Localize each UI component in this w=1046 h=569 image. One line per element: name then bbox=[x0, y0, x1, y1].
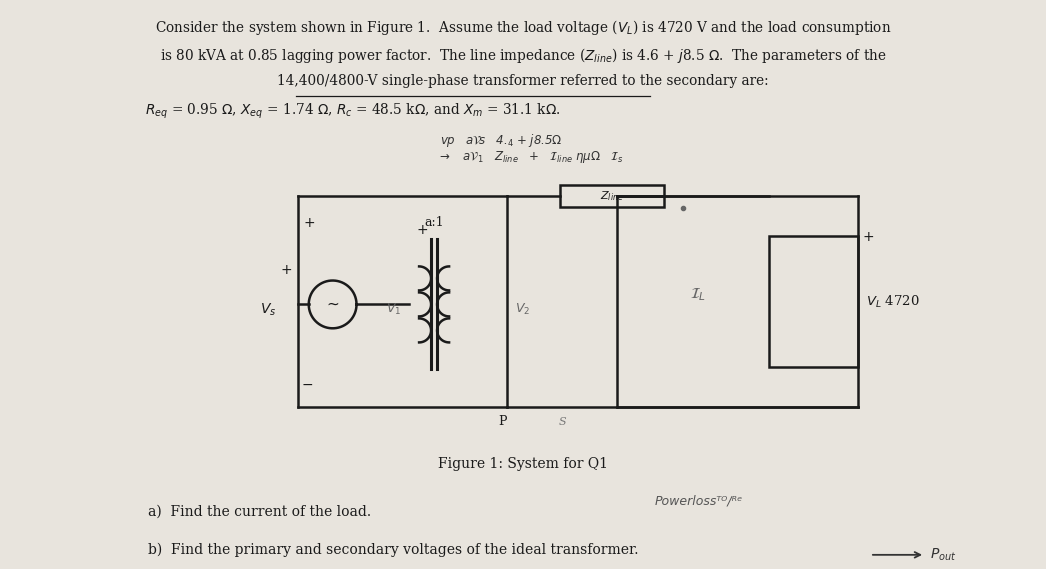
Text: S: S bbox=[559, 417, 566, 427]
Text: +: + bbox=[863, 230, 874, 244]
Text: ~: ~ bbox=[326, 297, 339, 312]
Text: $vp$   $a\mathcal{V}\!s$   4.$_4$ + $j$8.5$\Omega$: $vp$ $a\mathcal{V}\!s$ 4.$_4$ + $j$8.5$\… bbox=[440, 132, 563, 149]
Bar bbox=[560, 185, 664, 207]
Text: $Z_{line}$: $Z_{line}$ bbox=[600, 189, 623, 203]
Text: $P_{out}$: $P_{out}$ bbox=[930, 547, 957, 563]
Text: P: P bbox=[498, 415, 506, 428]
Text: $R_{eq}$ = 0.95 $\Omega$, $X_{eq}$ = 1.74 $\Omega$, $R_c$ = 48.5 k$\Omega$, and : $R_{eq}$ = 0.95 $\Omega$, $X_{eq}$ = 1.7… bbox=[145, 102, 561, 121]
Bar bbox=[769, 236, 858, 367]
Text: Powerlossᵀᴼ/ᴿᵉ: Powerlossᵀᴼ/ᴿᵉ bbox=[655, 495, 744, 508]
Text: −: − bbox=[301, 378, 313, 392]
Text: Consider the system shown in Figure 1.  Assume the load voltage ($V_L$) is 4720 : Consider the system shown in Figure 1. A… bbox=[155, 18, 891, 37]
Text: $V_L$ 4720: $V_L$ 4720 bbox=[866, 294, 919, 310]
Text: +: + bbox=[416, 223, 428, 237]
Text: $V_1$: $V_1$ bbox=[386, 302, 401, 317]
Text: a)  Find the current of the load.: a) Find the current of the load. bbox=[147, 505, 371, 519]
Text: $V_2$: $V_2$ bbox=[516, 302, 530, 317]
Text: $\rightarrow$   $a\mathcal{V}_1$   $Z_{line}$   +   $\mathcal{I}_{line}$ $\eta\m: $\rightarrow$ $a\mathcal{V}_1$ $Z_{line}… bbox=[437, 149, 623, 165]
Text: b)  Find the primary and secondary voltages of the ideal transformer.: b) Find the primary and secondary voltag… bbox=[147, 543, 638, 557]
Text: +: + bbox=[280, 263, 292, 278]
Text: 14,400/4800-V single-phase transformer referred to the secondary are:: 14,400/4800-V single-phase transformer r… bbox=[277, 74, 769, 88]
Text: a:1: a:1 bbox=[425, 216, 444, 229]
Text: $\mathcal{I}_L$: $\mathcal{I}_L$ bbox=[690, 286, 706, 303]
Text: +: + bbox=[303, 216, 315, 230]
Text: is 80 kVA at 0.85 lagging power factor.  The line impedance ($Z_{line}$) is 4.6 : is 80 kVA at 0.85 lagging power factor. … bbox=[160, 46, 886, 65]
Text: Figure 1: System for Q1: Figure 1: System for Q1 bbox=[438, 457, 608, 471]
Text: $V_s$: $V_s$ bbox=[259, 301, 276, 318]
